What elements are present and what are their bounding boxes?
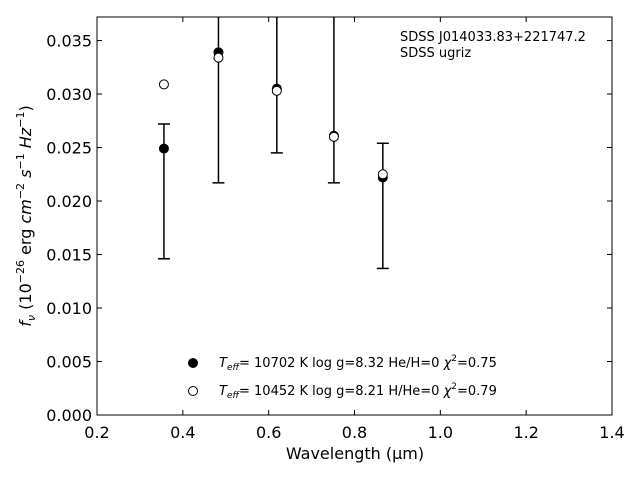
x-axis-label: Wavelength (μm) [286,444,424,463]
x-tick-label: 1.2 [513,423,538,442]
filled-circle-point [158,143,169,154]
open-circle-point [271,85,282,96]
open-circle-point [158,79,169,90]
y-tick-label: 0.035 [46,32,92,51]
x-tick-label: 1.0 [428,423,453,442]
legend: Teff= 10702 K log g=8.32 He/H=0 χ2=0.75 … [188,354,497,401]
legend-entry-1: Teff= 10702 K log g=8.32 He/H=0 χ2=0.75 [219,354,497,373]
y-tick-label: 0.015 [46,246,92,265]
x-tick-label: 1.4 [599,423,624,442]
legend-marker-filled [188,358,198,368]
y-tick-label: 0.030 [46,85,92,104]
y-tick-label: 0.005 [46,353,92,372]
annotation-object-name: SDSS J014033.83+221747.2 [400,30,586,45]
x-tick-label: 0.2 [84,423,109,442]
y-tick-label: 0.020 [46,192,92,211]
open-circle-point [213,52,224,63]
x-tick-label: 0.8 [342,423,367,442]
legend-entry-2: Teff= 10452 K log g=8.21 H/He=0 χ2=0.79 [219,382,497,401]
annotation-survey: SDSS ugriz [400,46,471,61]
y-axis-label: fν (10−26 erg cm−2 s−1 Hz−1) [14,105,38,326]
legend-marker-open [188,386,198,396]
y-tick-label: 0.010 [46,299,92,318]
y-axis-ticks: 0.000 0.005 0.010 0.015 0.020 0.025 0.030 0.035 [46,32,612,425]
data-markers [158,47,388,183]
x-axis-ticks: 0.2 0.4 0.6 0.8 1.0 1.2 1.4 [84,17,625,442]
x-tick-label: 0.4 [170,423,195,442]
y-tick-label: 0.025 [46,139,92,158]
open-circle-point [377,169,388,180]
y-tick-label: 0.000 [46,406,92,425]
x-tick-label: 0.6 [256,423,281,442]
open-circle-point [328,131,339,142]
